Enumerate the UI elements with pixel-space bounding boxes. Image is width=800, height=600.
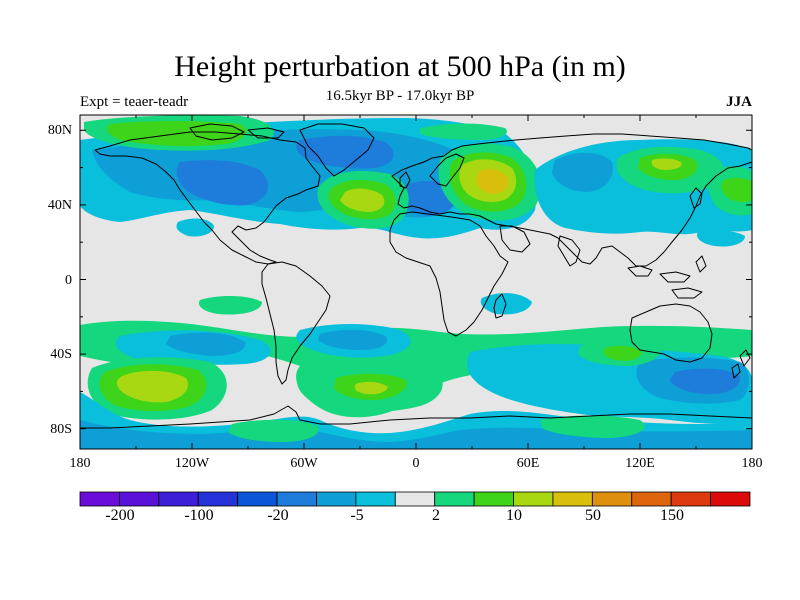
pos-contour-light — [420, 123, 508, 140]
lon-label: 120W — [174, 456, 210, 471]
colorbar-label: -200 — [105, 507, 135, 524]
colorbar-swatch — [710, 491, 751, 507]
lat-label: 0 — [65, 273, 72, 288]
colorbar-swatch — [276, 491, 317, 507]
south-america-coast — [261, 261, 331, 385]
neg-contour-mid — [166, 332, 246, 356]
australia-coast — [629, 303, 713, 363]
lon-label: 60W — [290, 456, 318, 471]
neg-contour-dark — [176, 160, 269, 206]
colorbar-label: 2 — [432, 507, 440, 524]
greenland-coast — [299, 123, 375, 177]
colorbar-label: 50 — [585, 507, 601, 524]
japan-coast — [689, 187, 703, 209]
neg-contour-dark — [670, 368, 741, 394]
north-america-coast — [94, 131, 321, 265]
neg-contour-light — [92, 189, 128, 212]
colorbar-swatch — [316, 491, 357, 507]
colorbar-label: -5 — [350, 507, 364, 524]
neg-contour-light — [696, 229, 745, 247]
colorbar-swatch — [119, 491, 160, 507]
season-label: JJA — [726, 94, 752, 110]
plot-subtitle: 16.5kyr BP - 17.0kyr BP — [325, 88, 475, 104]
experiment-label: Expt = teaer-teadr — [80, 94, 189, 110]
africa-coast — [389, 211, 509, 337]
colorbar-swatch — [552, 491, 593, 507]
pos-contour-strong — [651, 158, 682, 170]
colorbar-swatch — [670, 491, 711, 507]
india-coast — [557, 235, 581, 267]
pos-contour-strong — [354, 381, 388, 395]
pos-contour-mid — [603, 345, 642, 361]
pos-contour-strong — [116, 370, 188, 403]
lon-label: 120E — [625, 456, 655, 471]
new-zealand-coast — [731, 349, 751, 379]
eurasia-coast — [391, 133, 753, 267]
colorbar-swatch — [591, 491, 633, 507]
pos-contour-mid — [721, 177, 752, 203]
arabia-coast — [499, 225, 531, 253]
colorbar-swatch — [473, 491, 514, 507]
lon-label: 180 — [69, 456, 91, 471]
lat-label: 80N — [47, 123, 72, 138]
lon-label: 180 — [741, 456, 763, 471]
lat-label: 80S — [50, 422, 72, 437]
colorbar-label: -20 — [267, 507, 289, 524]
colorbar-swatch — [79, 491, 120, 507]
antarctica-coast — [80, 405, 753, 429]
colorbar-swatch — [434, 491, 475, 507]
lat-label: 40S — [50, 347, 72, 362]
plot-title: Height perturbation at 500 hPa (in m) — [174, 50, 626, 83]
arctic-islands-coast — [189, 123, 285, 141]
southeast-asia-islands-coast — [627, 255, 707, 299]
lat-label: 40N — [47, 198, 72, 213]
colorbar-swatch — [237, 491, 278, 507]
neg-contour-mid — [318, 329, 388, 350]
pos-contour-strong — [340, 188, 385, 212]
pos-contour-peak — [476, 169, 509, 194]
colorbar — [79, 491, 751, 507]
pos-contour-light — [198, 296, 262, 315]
colorbar-swatch — [631, 491, 672, 507]
colorbar-swatch — [513, 491, 554, 507]
colorbar-swatch — [158, 491, 199, 507]
neg-contour-mid — [80, 420, 752, 449]
madagascar-coast — [493, 293, 507, 319]
colorbar-swatch — [394, 491, 436, 507]
neg-contour-mid — [552, 152, 613, 192]
neg-contour-dark — [400, 180, 456, 216]
pos-contour-light — [540, 415, 645, 438]
scandinavia-coast — [429, 153, 465, 187]
colorbar-swatch — [355, 491, 396, 507]
coastlines — [80, 123, 753, 429]
lon-label: 60E — [516, 456, 540, 471]
lon-label: 0 — [412, 456, 420, 471]
colorbar-swatch — [197, 491, 239, 507]
colorbar-label: -100 — [184, 507, 214, 524]
pos-contour-light — [228, 419, 319, 442]
colorbar-label: 150 — [660, 507, 684, 524]
axis-ticks — [79, 115, 753, 449]
colorbar-label: 10 — [506, 507, 522, 524]
british-isles-coast — [399, 171, 411, 189]
